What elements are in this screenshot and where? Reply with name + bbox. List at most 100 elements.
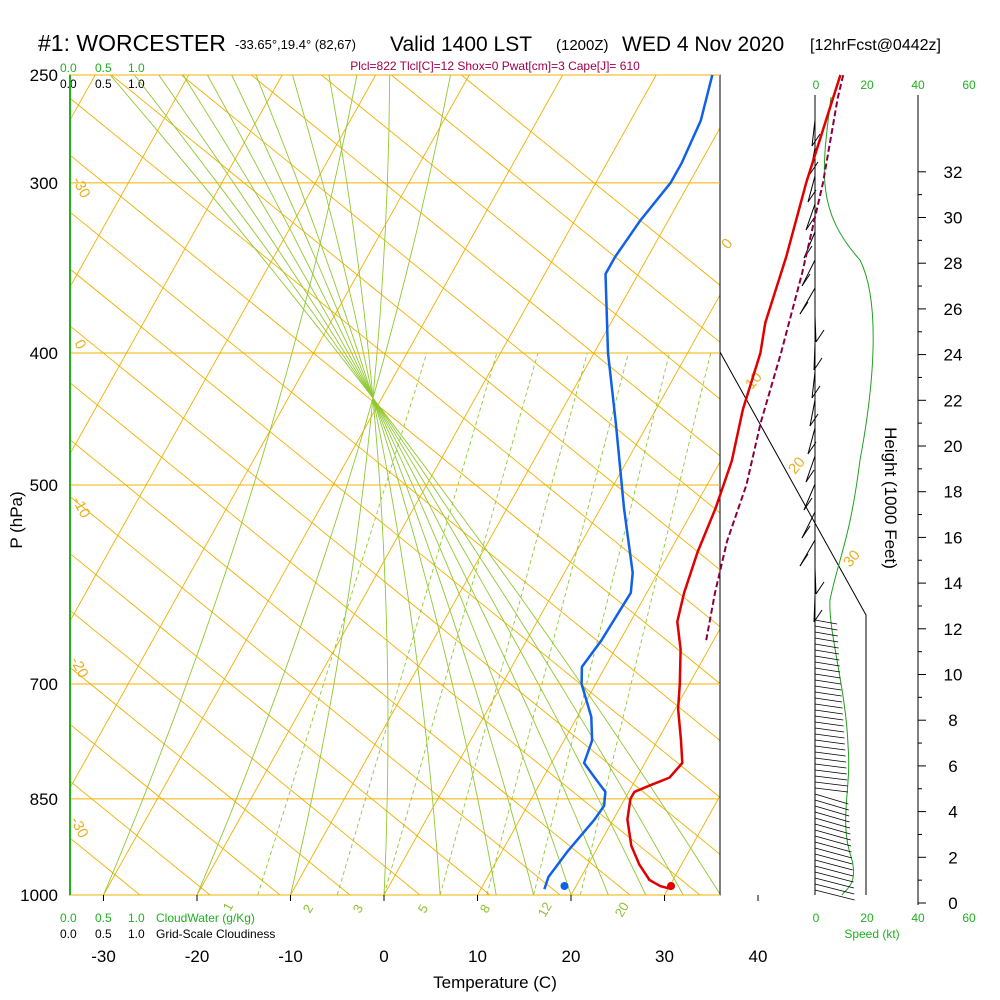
height-tick-label: 26	[944, 300, 963, 319]
height-axis-title: Height (1000 Feet)	[881, 427, 900, 569]
wind-barb	[809, 399, 816, 427]
valid-time: Valid 1400 LST	[390, 33, 532, 56]
wind-barb	[814, 847, 853, 859]
wind-barb	[814, 769, 847, 775]
wind-barb	[814, 883, 855, 895]
mixing-ratio-group	[257, 352, 712, 895]
wind-barb	[814, 745, 846, 751]
moist-adiabat-line	[207, 75, 572, 895]
mixing-ratio-line	[486, 352, 629, 895]
dry-adiabat-line	[70, 496, 561, 895]
wind-barb	[814, 841, 852, 853]
height-tick-label: 0	[948, 894, 957, 913]
height-tick-label: 32	[944, 163, 963, 182]
dewpoint-line	[543, 74, 714, 890]
wind-barb-flag	[803, 497, 813, 511]
temperature-tick-label: -30	[91, 947, 116, 966]
wind-barb	[814, 567, 817, 595]
wind-barb	[814, 655, 840, 661]
cloudwater-label: CloudWater (g/Kg)	[156, 911, 255, 925]
wind-barb-flag	[815, 581, 825, 595]
bottom-cloudwater-tick: 0.0	[60, 911, 77, 925]
bottom-cloudwater-tick: 0.5	[95, 911, 112, 925]
wind-barb	[814, 829, 851, 841]
moist-adiabat-line	[158, 75, 647, 895]
wind-barb	[814, 667, 841, 673]
dry-adiabat-line	[321, 75, 720, 400]
temperature-tick-label: -10	[278, 947, 303, 966]
isotherm-label: 0	[718, 235, 736, 252]
station-coords: -33.65°,19.4° (82,67)	[235, 37, 356, 52]
isotherm-line	[570, 628, 720, 895]
height-tick-label: 22	[944, 391, 963, 410]
moist-adiabat-line	[231, 75, 535, 895]
pressure-tick-label: 1000	[20, 886, 58, 905]
wind-barb	[814, 703, 843, 709]
mixing-ratio-line	[257, 352, 428, 895]
wind-panel	[719, 95, 874, 901]
wind-barb	[814, 661, 840, 667]
wind-barb	[814, 865, 854, 877]
isotherm-label: -30	[68, 174, 93, 201]
wind-barb-flag	[799, 301, 809, 315]
wind-barb	[814, 805, 850, 817]
wind-barb-flag	[807, 189, 817, 203]
wind-barb-flag	[807, 441, 817, 455]
wind-barb	[814, 673, 841, 679]
surface-temperature-dot	[667, 882, 676, 890]
top-cloudwater-tick: 0.0	[60, 61, 77, 75]
height-tick-label: 4	[948, 803, 957, 822]
wind-barb	[814, 787, 849, 793]
moist-adiabat-line	[292, 75, 441, 895]
top-cloudiness-tick: 1.0	[128, 77, 145, 91]
temperature-tick-label: 10	[468, 947, 487, 966]
height-tick-label: 16	[944, 528, 963, 547]
temperature-tick-label: 20	[562, 947, 581, 966]
wind-barb	[814, 727, 845, 733]
mixing-ratio-label: 20	[612, 899, 632, 919]
mixing-ratio-label: 8	[477, 902, 494, 916]
wind-barb-flag	[805, 217, 815, 231]
wind-barb	[805, 203, 816, 231]
mixing-ratio-label: 3	[350, 902, 367, 916]
temperature-tick-label: 40	[749, 947, 768, 966]
station-title: #1: WORCESTER	[38, 30, 226, 56]
height-tick-label: 2	[948, 848, 957, 867]
wind-barb	[803, 483, 816, 511]
mixing-ratio-label: 5	[415, 902, 432, 916]
wind-barb	[814, 315, 817, 343]
wind-barb	[814, 709, 843, 715]
dry-adiabat-line	[70, 666, 351, 895]
wind-barb	[814, 811, 850, 823]
wind-barb	[805, 455, 816, 483]
height-tick-label: 12	[944, 620, 963, 639]
wind-barb	[811, 119, 816, 147]
height-tick-label: 20	[944, 437, 963, 456]
speed-axis-label: Speed (kt)	[844, 927, 899, 941]
wind-barb	[807, 175, 816, 203]
wind-barb	[814, 751, 846, 757]
wind-barb	[814, 757, 847, 763]
temperature-tick-labels: -30 -20 -10 0 10 20 30 40	[91, 895, 767, 966]
top-cloudiness-tick: 0.0	[60, 77, 77, 91]
top-cloudwater-tick: 0.5	[95, 61, 112, 75]
wind-barb-flag	[801, 273, 811, 287]
temperature-tick-label: 0	[379, 947, 388, 966]
wind-barb	[801, 259, 816, 287]
isotherm-line	[0, 75, 2, 895]
forecast-run: [12hrFcst@0442z]	[810, 37, 941, 54]
forecast-date: WED 4 Nov 2020	[622, 33, 784, 56]
dry-adiabat-line	[70, 723, 281, 895]
wind-barb	[814, 817, 851, 829]
wind-barb	[814, 871, 854, 883]
wind-barb	[807, 427, 816, 455]
top-cloudwater-tick: 1.0	[128, 61, 145, 75]
surface-dewpoint-dot	[560, 882, 569, 890]
speed-tick-top: 40	[911, 78, 925, 92]
wind-barb-flag	[811, 133, 821, 147]
height-tick-label: 14	[944, 574, 963, 593]
isotherm-line	[70, 75, 190, 288]
top-cloudiness-tick: 0.5	[95, 77, 112, 91]
